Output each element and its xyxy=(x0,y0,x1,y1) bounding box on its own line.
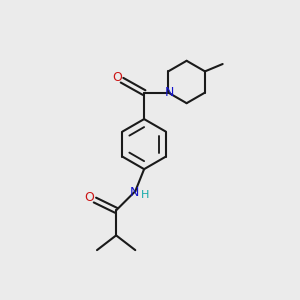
Text: O: O xyxy=(112,71,122,84)
Text: N: N xyxy=(130,186,140,199)
Text: N: N xyxy=(164,86,174,99)
Text: H: H xyxy=(140,190,149,200)
Text: O: O xyxy=(84,190,94,204)
